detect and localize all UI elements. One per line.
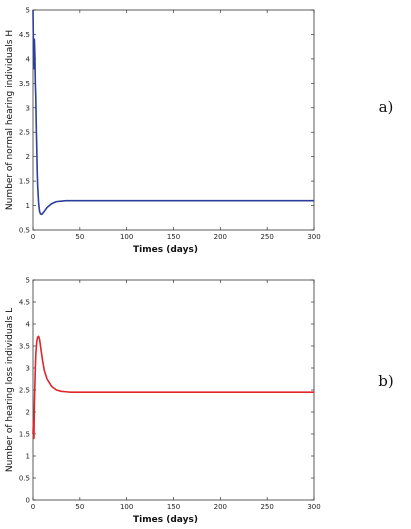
y-tick-label: 3.5 — [19, 343, 30, 351]
plot-frame — [32, 279, 315, 501]
x-axis-label: Times (days) — [133, 515, 198, 525]
x-axis-label: Times (days) — [133, 245, 198, 255]
y-tick-label: 2.5 — [19, 387, 30, 395]
panel-label: b) — [378, 372, 393, 390]
y-tick-label: 3.5 — [19, 80, 30, 88]
y-tick-label: 4 — [26, 55, 31, 63]
y-tick-label: 1 — [26, 202, 30, 210]
x-tick-label: 200 — [214, 503, 227, 511]
chart-panel-a: 0 50 100 150 200 250 300 0.5 1 1.5 2 2.5 3 3.5 4 4.5 5 Ti… — [5, 7, 393, 256]
x-tick-label: 50 — [75, 233, 84, 241]
y-tick-label: 2 — [26, 153, 30, 161]
panel-label: a) — [379, 98, 394, 116]
y-tick-label: 3 — [26, 365, 30, 373]
x-tick-label: 0 — [31, 233, 35, 241]
y-tick-label: 1.5 — [19, 431, 30, 439]
y-axis-label: Number of normal hearing individuals H — [5, 30, 15, 210]
x-tick-label: 150 — [167, 503, 180, 511]
x-tick-label: 200 — [214, 233, 227, 241]
y-tick-label: 2 — [26, 409, 30, 417]
chart-panel-b: 0 50 100 150 200 250 300 0 0.5 1 1.5 2 2.5 3 3.5 4 4.5 5 T… — [5, 277, 394, 526]
y-tick-label: 4 — [26, 321, 31, 329]
x-tick-label: 300 — [307, 503, 320, 511]
y-tick-label: 4.5 — [19, 31, 30, 39]
x-tick-label: 0 — [31, 503, 35, 511]
y-tick-label: 0.5 — [19, 475, 30, 483]
x-tick-label: 150 — [167, 233, 180, 241]
series-line — [32, 9, 314, 216]
x-tick-label: 250 — [260, 503, 273, 511]
y-tick-label: 0 — [26, 497, 30, 505]
plot-frame — [32, 9, 315, 231]
y-tick-label: 1.5 — [19, 178, 30, 186]
series-line — [32, 335, 314, 440]
x-tick-label: 250 — [260, 233, 273, 241]
y-tick-label: 4.5 — [19, 299, 30, 307]
x-tick-label: 50 — [75, 503, 84, 511]
x-tick-label: 100 — [120, 503, 133, 511]
y-tick-label: 3 — [26, 104, 30, 112]
y-tick-label: 0.5 — [19, 227, 30, 235]
x-tick-label: 100 — [120, 233, 133, 241]
x-tick-label: 300 — [307, 233, 320, 241]
y-tick-label: 2.5 — [19, 129, 30, 137]
y-tick-label: 5 — [26, 7, 30, 15]
y-tick-label: 1 — [26, 453, 30, 461]
y-tick-label: 5 — [26, 277, 30, 285]
y-axis-label: Number of hearing loss individuals L — [5, 308, 15, 472]
